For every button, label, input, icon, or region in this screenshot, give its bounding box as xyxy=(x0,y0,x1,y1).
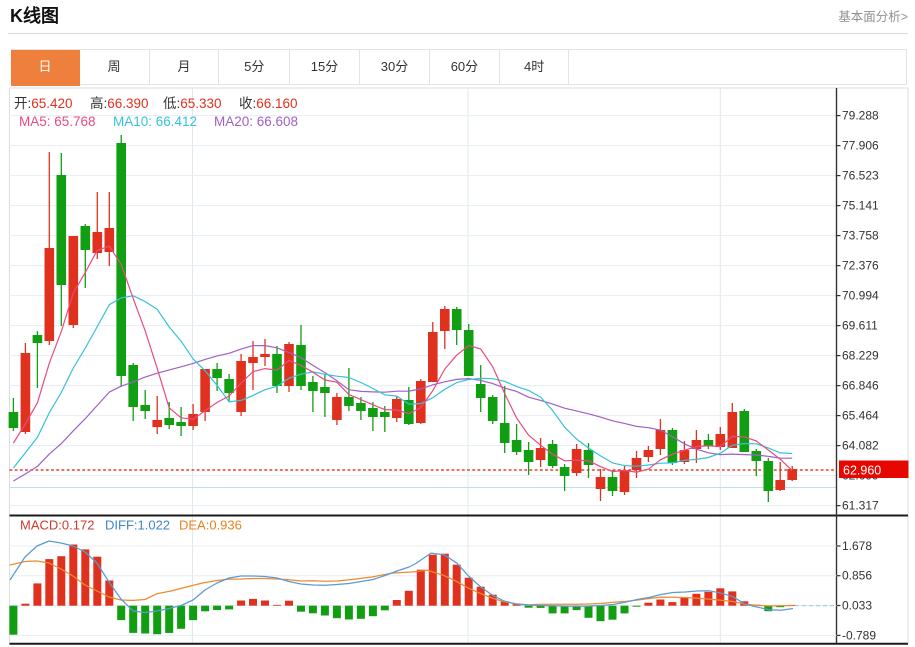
svg-text:75.141: 75.141 xyxy=(842,199,879,213)
svg-text:66.846: 66.846 xyxy=(842,379,879,393)
svg-text:77.906: 77.906 xyxy=(842,139,879,153)
svg-text:79.288: 79.288 xyxy=(842,109,879,123)
svg-text:70.994: 70.994 xyxy=(842,289,879,303)
svg-text:0.856: 0.856 xyxy=(842,569,872,583)
svg-text:72.376: 72.376 xyxy=(842,259,879,273)
svg-text:69.611: 69.611 xyxy=(842,319,878,333)
svg-text:61.317: 61.317 xyxy=(842,499,879,513)
svg-text:62.960: 62.960 xyxy=(843,464,881,478)
svg-text:1.678: 1.678 xyxy=(842,539,872,553)
svg-text:0.033: 0.033 xyxy=(842,599,872,613)
svg-text:73.758: 73.758 xyxy=(842,229,879,243)
svg-text:-0.789: -0.789 xyxy=(842,628,876,642)
svg-text:64.082: 64.082 xyxy=(842,439,879,453)
svg-text:76.523: 76.523 xyxy=(842,169,879,183)
svg-text:68.229: 68.229 xyxy=(842,349,879,363)
svg-text:65.464: 65.464 xyxy=(842,409,879,423)
